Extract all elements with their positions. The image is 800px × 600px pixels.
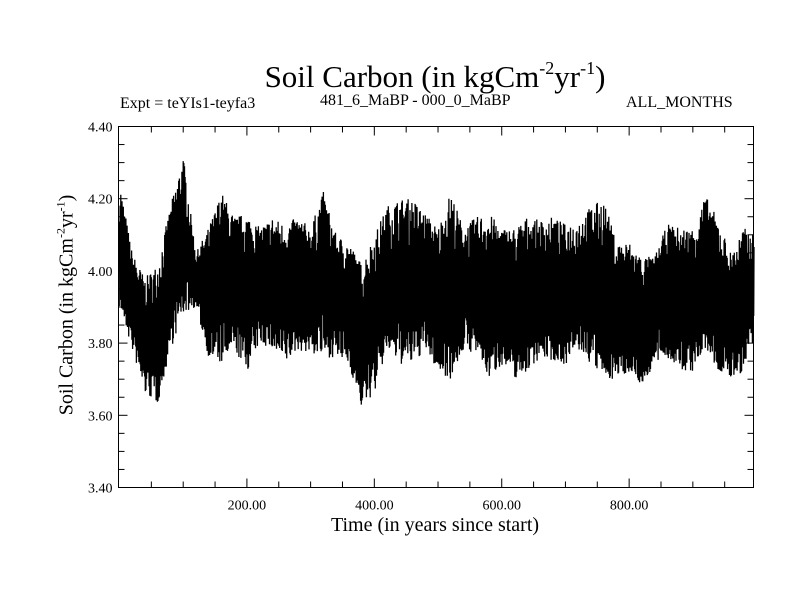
chart-title: Soil Carbon (in kgCm-2yr-1) xyxy=(264,58,606,94)
x-axis-label: Time (in years since start) xyxy=(330,514,540,536)
y-tick-label: 3.60 xyxy=(88,409,113,424)
x-tick-label: 200.00 xyxy=(228,499,267,514)
series-line xyxy=(118,161,755,405)
x-tick-label: 400.00 xyxy=(355,499,394,514)
months-label: ALL_MONTHS xyxy=(626,94,733,111)
y-tick-label: 3.40 xyxy=(88,482,113,497)
y-tick-label: 3.80 xyxy=(88,337,113,352)
y-tick-label: 4.00 xyxy=(88,265,113,280)
period-label: 481_6_MaBP - 000_0_MaBP xyxy=(320,92,511,109)
y-tick-label: 4.20 xyxy=(88,193,113,208)
x-tick-label: 800.00 xyxy=(610,499,649,514)
experiment-label: Expt = teYIs1-teyfa3 xyxy=(120,95,256,112)
y-tick-label: 4.40 xyxy=(88,121,113,136)
x-tick-label: 600.00 xyxy=(482,499,521,514)
